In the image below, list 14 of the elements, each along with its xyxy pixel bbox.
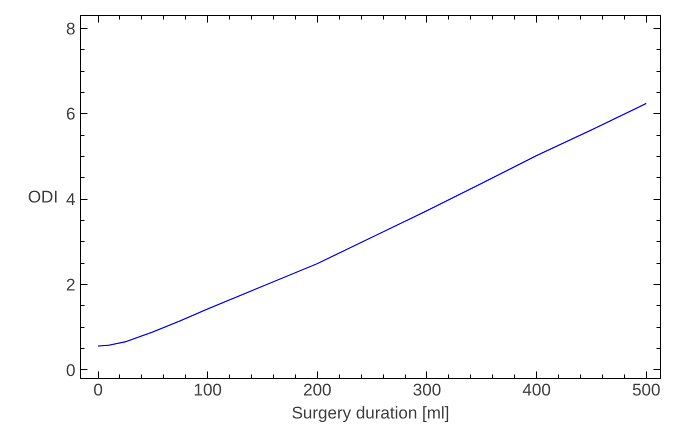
line-series bbox=[97, 102, 647, 347]
x-axis-title: Surgery duration [ml] bbox=[292, 404, 450, 422]
y-tick-label: 8 bbox=[66, 19, 76, 38]
y-tick-label: 0 bbox=[66, 360, 76, 380]
x-tick-label: 0 bbox=[93, 380, 103, 400]
x-tick-label: 200 bbox=[303, 380, 332, 400]
y-axis-title: ODI bbox=[28, 188, 58, 206]
x-tick-label: 300 bbox=[412, 380, 442, 400]
x-tick-label: 500 bbox=[632, 380, 660, 400]
y-tick-label: 6 bbox=[66, 104, 76, 124]
x-tick-label: 400 bbox=[522, 380, 551, 400]
y-tick-label: 4 bbox=[66, 190, 76, 210]
x-tick-label: 100 bbox=[194, 380, 222, 400]
y-tick-label: 2 bbox=[66, 276, 76, 295]
